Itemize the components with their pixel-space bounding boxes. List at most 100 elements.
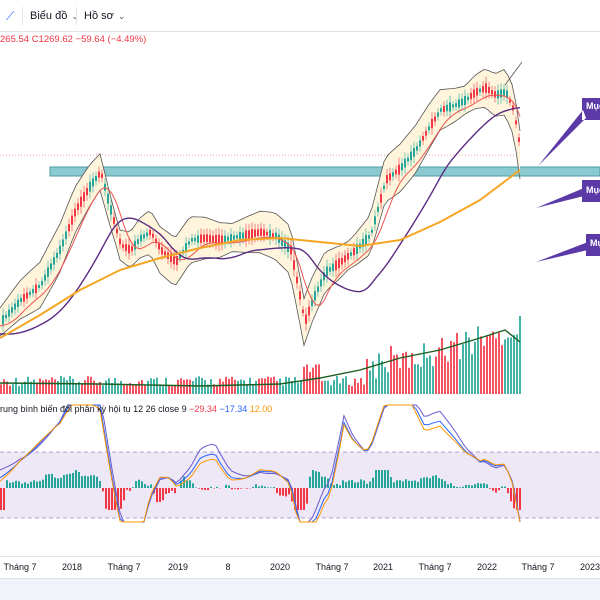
volume-bar (75, 383, 77, 394)
toolbar-divider (76, 7, 77, 25)
volume-bar (462, 344, 464, 394)
volume-bar (72, 378, 74, 394)
macd-histogram-bar (105, 488, 107, 509)
candle-body (494, 91, 496, 98)
macd-histogram-bar (402, 481, 404, 488)
macd-histogram-bar (456, 487, 458, 488)
candle-body (245, 230, 247, 240)
candle-body (476, 87, 478, 96)
bottom-bar (0, 578, 600, 600)
macd-histogram-bar (3, 488, 5, 510)
volume-bar (15, 377, 17, 394)
volume-bar (69, 376, 71, 394)
macd-histogram-bar (519, 488, 521, 510)
volume-bar (183, 379, 185, 394)
candle-body (128, 244, 130, 254)
macd-histogram-bar (189, 480, 191, 488)
volume-bar (282, 385, 284, 394)
candle-body (155, 238, 157, 244)
macd-histogram-bar (48, 474, 50, 488)
volume-bar (432, 366, 434, 394)
macd-histogram-bar (441, 479, 443, 488)
candle-body (455, 103, 457, 107)
price-chart[interactable] (0, 0, 600, 556)
macd-histogram-bar (366, 483, 368, 488)
macd-histogram-bar (384, 470, 386, 488)
candle-body (518, 137, 520, 142)
candle-body (101, 173, 103, 178)
bollinger-lower-line (0, 106, 521, 347)
macd-histogram-bar (12, 482, 14, 488)
volume-bar (417, 364, 419, 394)
volume-bar (459, 359, 461, 394)
volume-bar (501, 345, 503, 394)
volume-bar (399, 368, 401, 394)
candle-body (173, 256, 175, 265)
volume-bar (150, 378, 152, 394)
time-axis[interactable]: Tháng 7 2018 Tháng 7 2019 8 2020 Tháng 7 2021 Th… (0, 556, 600, 578)
volume-bar (351, 386, 353, 394)
macd-histogram-bar (75, 470, 77, 488)
macd-histogram-bar (306, 488, 308, 504)
volume-bar (264, 378, 266, 394)
macd-histogram-bar (192, 483, 194, 488)
candle-body (503, 89, 505, 96)
candle-body (263, 229, 265, 237)
candle-body (434, 116, 436, 122)
macd-histogram-bar (375, 470, 377, 488)
profile-menu-button[interactable]: Hồ sơ ⌄ (84, 6, 125, 26)
candle-body (254, 229, 256, 237)
macd-histogram-bar (111, 488, 113, 510)
macd-histogram-bar (117, 488, 119, 510)
macd-histogram-bar (324, 476, 326, 488)
candle-body (446, 104, 448, 112)
volume-bar (504, 339, 506, 394)
candle-body (212, 235, 214, 243)
volume-bar (297, 382, 299, 394)
volume-bar (411, 353, 413, 394)
macd-histogram-bar (297, 488, 299, 510)
macd-histogram-bar (435, 475, 437, 488)
macd-histogram-bar (447, 484, 449, 488)
macd-histogram-bar (33, 480, 35, 488)
candle-body (326, 266, 328, 277)
volume-bar (30, 381, 32, 394)
volume-bar (18, 386, 20, 394)
macd-histogram-bar (18, 481, 20, 488)
volume-bar (375, 378, 377, 394)
macd-histogram-bar (72, 473, 74, 488)
volume-bar (291, 381, 293, 394)
candle-body (32, 288, 34, 294)
chart-type-button[interactable]: ⟋ (6, 6, 14, 26)
chart-menu-button[interactable]: Biểu đồ ⌄ (30, 6, 79, 26)
macd-histogram-bar (171, 488, 173, 491)
volume-bar (210, 379, 212, 394)
volume-bar (228, 378, 230, 394)
candle-body (392, 172, 394, 177)
volume-bar (39, 378, 41, 394)
volume-bar (408, 367, 410, 394)
candle-body (149, 230, 151, 236)
macd-histogram-bar (207, 488, 209, 491)
candle-body (203, 234, 205, 242)
volume-bar (48, 380, 50, 394)
candle-body (95, 176, 97, 181)
candle-body (218, 234, 220, 245)
candle-body (62, 239, 64, 247)
volume-bar (207, 384, 209, 394)
macd-histogram-bar (303, 488, 305, 510)
candle-body (338, 258, 340, 269)
macd-histogram-bar (336, 483, 338, 488)
volume-bar (78, 381, 80, 394)
candle-body (164, 251, 166, 256)
macd-histogram-bar (156, 488, 158, 503)
volume-bar (93, 380, 95, 394)
macd-histogram-bar (486, 484, 488, 488)
candle-body (431, 118, 433, 129)
chevron-down-icon: ⌄ (71, 11, 79, 22)
macd-histogram-bar (231, 488, 233, 490)
ma-long-line (0, 169, 521, 339)
macd-legend: rung bình biến đổi phân kỳ hội tụ 12 26 … (0, 404, 272, 414)
candle-body (407, 157, 409, 162)
macd-histogram-bar (444, 481, 446, 488)
